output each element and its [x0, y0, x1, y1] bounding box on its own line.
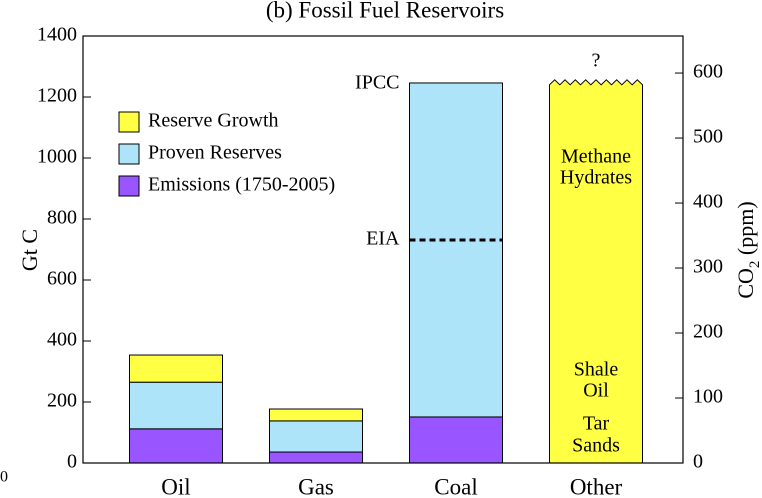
- question-mark: ?: [592, 50, 601, 72]
- y2-label-part: (ppm): [733, 201, 758, 260]
- x-tick-label: Gas: [298, 474, 334, 498]
- y-axis-label: Gt C: [17, 229, 42, 271]
- y2-axis-label: CO2 (ppm): [733, 201, 762, 298]
- y-tick-label: 0: [67, 451, 77, 473]
- ipcc-label: IPCC: [355, 72, 399, 94]
- bar-segment: [409, 416, 503, 464]
- bar-segment: [129, 381, 223, 430]
- bar-segment: [409, 82, 503, 418]
- legend-label: Proven Reserves: [148, 142, 282, 164]
- x-tick-label: Oil: [161, 474, 190, 498]
- reservoir-label: Sands: [572, 435, 620, 457]
- bar-segment: [129, 354, 223, 383]
- y-tick-label: 1000: [37, 146, 77, 168]
- corner-text: 0: [0, 469, 8, 486]
- bar-segment: [269, 451, 363, 464]
- y2-tick-label: 400: [693, 191, 723, 213]
- y2-tick-label: 100: [693, 386, 723, 408]
- y2-tick-label: 300: [693, 256, 723, 278]
- y-tick-label: 200: [47, 390, 77, 412]
- eia-label: EIA: [366, 228, 400, 250]
- reservoir-label: Shale: [574, 359, 619, 381]
- reservoir-label: Tar: [583, 413, 610, 435]
- legend-label: Emissions (1750-2005): [148, 174, 335, 196]
- y-tick-label: 1200: [37, 85, 77, 107]
- y2-tick-label: 0: [693, 451, 703, 473]
- reservoir-label: Hydrates: [560, 167, 632, 189]
- plot-frame: [82, 35, 684, 464]
- legend-swatch: [118, 143, 140, 165]
- y-tick-label: 1400: [37, 24, 77, 46]
- y-tick-label: 800: [47, 207, 77, 229]
- x-tick-label: Other: [570, 474, 623, 498]
- bar-segment: [269, 408, 363, 422]
- y2-label-part: 2: [747, 261, 762, 269]
- y2-tick-label: 500: [693, 126, 723, 148]
- legend-label: Reserve Growth: [148, 110, 279, 132]
- y2-tick-label: 600: [693, 61, 723, 83]
- y-tick-label: 400: [47, 329, 77, 351]
- y-tick-label: 600: [47, 268, 77, 290]
- bar-segment: [129, 428, 223, 464]
- chart-title: (b) Fossil Fuel Reservoirs: [266, 0, 504, 22]
- legend-swatch: [118, 175, 140, 197]
- reservoir-label: Methane: [561, 146, 631, 168]
- bar-segment: [549, 79, 643, 464]
- reservoir-label: Oil: [583, 380, 609, 402]
- y2-label-part: CO: [733, 268, 758, 299]
- y2-tick-label: 200: [693, 321, 723, 343]
- legend-swatch: [118, 111, 140, 133]
- x-tick-label: Coal: [434, 474, 477, 498]
- bar-segment: [269, 420, 363, 453]
